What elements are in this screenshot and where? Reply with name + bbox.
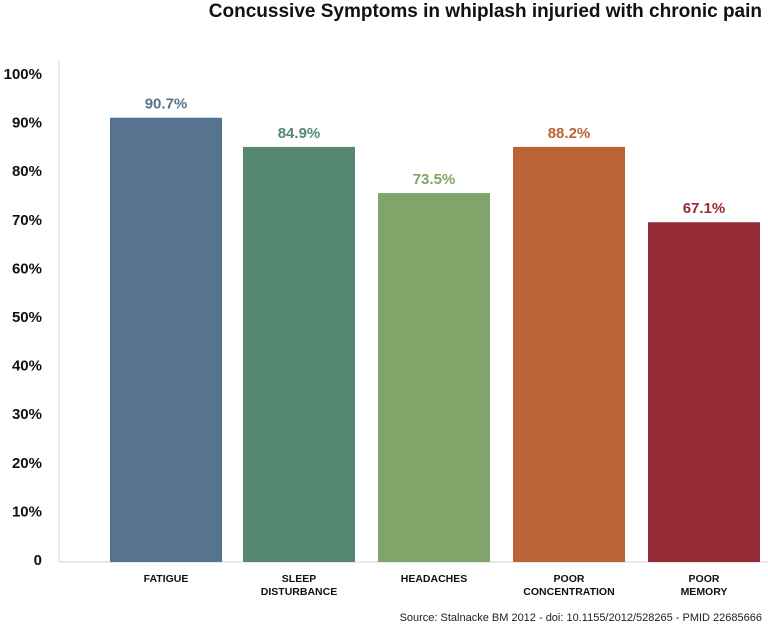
y-tick-label: 90% [12, 115, 42, 132]
y-tick-label: 0 [34, 552, 42, 569]
bars [110, 117, 760, 563]
bar [648, 222, 760, 563]
y-tick-label: 30% [12, 406, 42, 423]
bar [378, 193, 490, 562]
x-tick-label-line: MEMORY [681, 586, 728, 598]
bar-value-labels: 90.7% 84.9% 73.5% 88.2% 67.1% [145, 96, 726, 217]
bar [110, 117, 222, 563]
x-tick-label-line: POOR [554, 573, 585, 585]
y-tick-label: 50% [12, 309, 42, 326]
y-tick-label: 20% [12, 455, 42, 472]
bar-value-label: 73.5% [413, 171, 456, 188]
x-tick-label-line: POOR [689, 573, 720, 585]
x-tick-label-line: FATIGUE [144, 573, 189, 585]
bar-value-label: 88.2% [548, 125, 591, 142]
bar-value-label: 84.9% [278, 125, 321, 142]
bar [513, 146, 625, 562]
y-tick-label: 40% [12, 358, 42, 375]
x-tick-label-line: DISTURBANCE [261, 586, 337, 598]
y-tick-label: 80% [12, 163, 42, 180]
y-tick-label: 100% [4, 66, 42, 83]
y-tick-label: 60% [12, 260, 42, 277]
bar [243, 146, 355, 562]
source-note: Source: Stalnacke BM 2012 - doi: 10.1155… [399, 612, 762, 624]
x-tick-label: FATIGUE [144, 573, 189, 585]
bar-value-label: 90.7% [145, 96, 188, 113]
chart-title: Concussive Symptoms in whiplash injuried… [208, 1, 762, 22]
y-tick-label: 70% [12, 212, 42, 229]
x-tick-label-line: CONCENTRATION [523, 586, 614, 598]
x-tick-label-line: SLEEP [282, 573, 316, 585]
x-tick-label: POOR MEMORY [681, 573, 728, 598]
y-tick-label: 10% [12, 503, 42, 520]
bar-value-label: 67.1% [683, 200, 726, 217]
x-tick-label: HEADACHES [401, 573, 468, 585]
x-tick-label: POOR CONCENTRATION [523, 573, 614, 598]
x-tick-label-line: HEADACHES [401, 573, 468, 585]
y-axis-ticks: 0 10% 20% 30% 40% 50% 60% 70% 80% 90% 100% [4, 66, 42, 569]
x-tick-label: SLEEP DISTURBANCE [261, 573, 337, 598]
